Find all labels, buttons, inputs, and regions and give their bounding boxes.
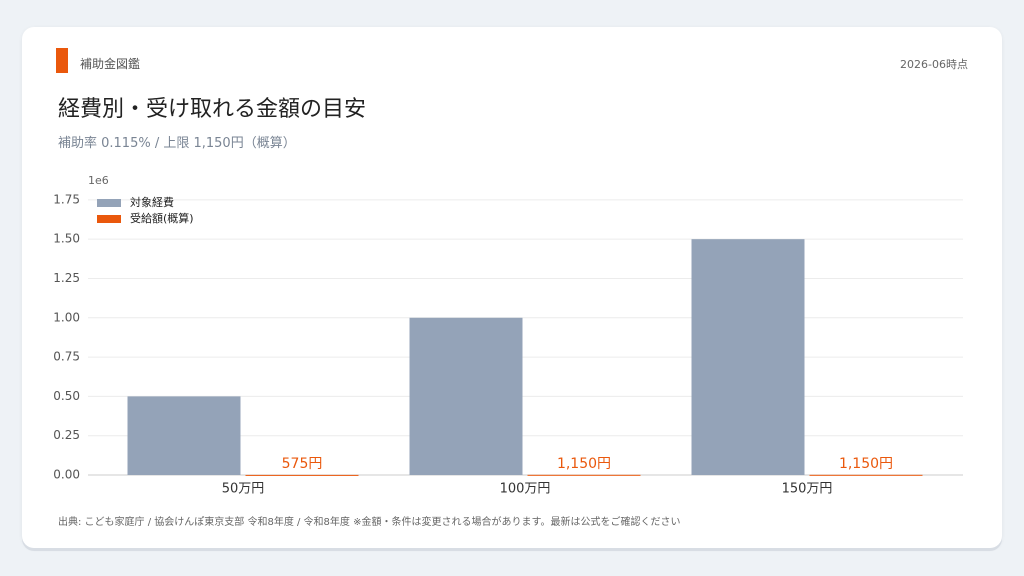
legend-swatch — [97, 215, 121, 223]
bar — [409, 317, 523, 475]
legend-label: 受給額(概算) — [130, 211, 194, 225]
y-tick-label: 0.50 — [53, 389, 80, 403]
y-tick-label: 0.25 — [53, 428, 80, 442]
subtitle: 補助率 0.115% / 上限 1,150円（概算） — [58, 136, 296, 151]
bar — [245, 474, 359, 476]
brand: 補助金図鑑 — [80, 57, 141, 71]
value-label: 1,150円 — [557, 456, 611, 472]
y-offset-label: 1e6 — [88, 174, 109, 187]
x-tick-label: 150万円 — [782, 482, 833, 497]
bar — [527, 474, 641, 476]
x-tick-label: 100万円 — [500, 482, 551, 497]
y-tick-label: 0.00 — [53, 468, 80, 482]
date: 2026-06時点 — [900, 58, 968, 71]
source: 出典: こども家庭庁 / 協会けんぽ東京支部 令和8年度 / 令和8年度 ※金額… — [58, 517, 681, 528]
bar — [127, 396, 241, 475]
bar — [691, 239, 805, 475]
legend-swatch — [97, 199, 121, 207]
value-label: 575円 — [282, 456, 323, 472]
accent-bar — [56, 48, 68, 73]
y-tick-label: 1.75 — [53, 192, 80, 206]
y-tick-label: 1.25 — [53, 271, 80, 285]
y-tick-label: 0.75 — [53, 350, 80, 364]
legend-label: 対象経費 — [130, 195, 174, 209]
x-tick-label: 50万円 — [222, 482, 265, 497]
y-tick-label: 1.00 — [53, 310, 80, 324]
y-tick-label: 1.50 — [53, 232, 80, 246]
value-label: 1,150円 — [839, 456, 893, 472]
title: 経費別・受け取れる金額の目安 — [58, 97, 367, 122]
bar — [809, 474, 923, 476]
